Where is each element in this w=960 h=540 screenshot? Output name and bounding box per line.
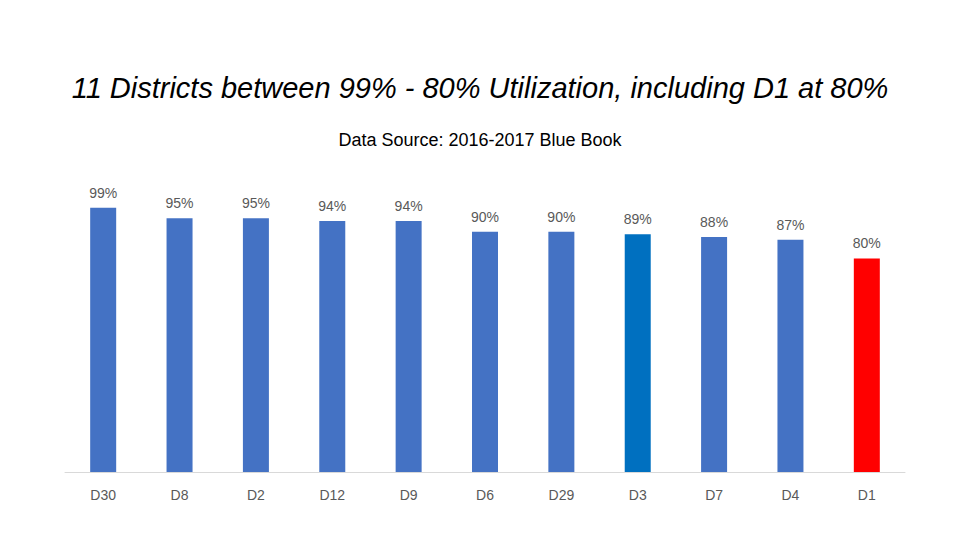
svg-text:80%: 80%	[853, 235, 881, 251]
svg-text:D9: D9	[400, 487, 418, 503]
svg-text:11 Districts between 99% - 80%: 11 Districts between 99% - 80% Utilizati…	[72, 72, 889, 104]
svg-text:D1: D1	[858, 487, 876, 503]
svg-text:D29: D29	[549, 487, 575, 503]
svg-text:90%: 90%	[471, 209, 499, 225]
svg-text:95%: 95%	[166, 195, 194, 211]
svg-text:94%: 94%	[395, 198, 423, 214]
svg-text:D30: D30	[90, 487, 116, 503]
svg-text:D8: D8	[171, 487, 189, 503]
svg-text:D7: D7	[705, 487, 723, 503]
svg-text:99%: 99%	[89, 185, 117, 201]
svg-text:88%: 88%	[700, 214, 728, 230]
svg-text:D2: D2	[247, 487, 265, 503]
svg-text:D6: D6	[476, 487, 494, 503]
svg-text:89%: 89%	[624, 211, 652, 227]
svg-text:D3: D3	[629, 487, 647, 503]
svg-text:D12: D12	[319, 487, 345, 503]
svg-text:87%: 87%	[776, 217, 804, 233]
svg-text:90%: 90%	[547, 209, 575, 225]
svg-text:95%: 95%	[242, 195, 270, 211]
svg-text:94%: 94%	[318, 198, 346, 214]
svg-text:Data Source: 2016-2017 Blue Bo: Data Source: 2016-2017 Blue Book	[338, 130, 622, 150]
svg-text:D4: D4	[782, 487, 800, 503]
